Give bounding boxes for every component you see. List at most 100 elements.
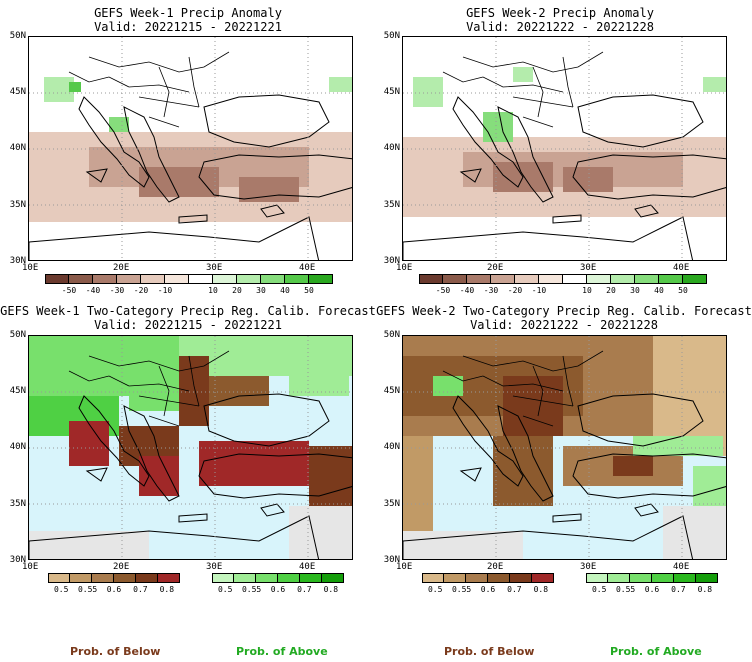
colorbar-tick-label: 0.6: [270, 585, 286, 594]
country-border: [532, 365, 544, 417]
coastline: [403, 515, 694, 559]
colorbar-tick-label: 0.55: [451, 585, 472, 594]
colorbar-tick-label: 10: [582, 286, 592, 295]
colorbar-tick-label: 40: [654, 286, 664, 295]
coastline: [203, 393, 330, 447]
panel3-lat-label: 30N: [9, 555, 26, 565]
panel3-prob-below-label: Prob. of Below: [70, 645, 161, 658]
colorbar-swatch: [48, 573, 70, 583]
anomaly-shading: [663, 506, 726, 559]
colorbar-swatch: [285, 274, 309, 284]
panel4-above-colorbar: [586, 573, 718, 583]
country-border: [68, 370, 110, 382]
colorbar-swatch: [419, 274, 443, 284]
panel3-valid-text: Valid: 20221215 - 20221221: [94, 318, 282, 332]
colorbar-swatch: [136, 573, 158, 583]
colorbar-tick-label: 0.8: [533, 585, 549, 594]
panel2-title-text: GEFS Week-2 Precip Anomaly: [466, 6, 654, 20]
country-border: [148, 415, 180, 427]
panel4-lat-label: 45N: [383, 386, 400, 396]
colorbar-tick-label: 0.7: [297, 585, 312, 594]
panel4-map[interactable]: [402, 335, 727, 560]
country-border: [442, 71, 484, 83]
panel3-lon-label: 40E: [299, 562, 316, 572]
panel2-lat-label: 40N: [383, 143, 400, 153]
coastline: [85, 168, 108, 183]
coastline: [452, 96, 524, 188]
country-border: [482, 76, 564, 93]
colorbar-tick-label: 0.8: [697, 585, 713, 594]
coastline: [459, 168, 482, 183]
colorbar-tick-label: 0.6: [644, 585, 660, 594]
country-border: [88, 51, 230, 73]
country-border: [158, 66, 170, 118]
panel4-prob-above-label: Prob. of Above: [610, 645, 702, 658]
colorbar-swatch: [586, 573, 608, 583]
panel2-valid-text: Valid: 20221222 - 20221228: [466, 20, 654, 34]
colorbar-swatch: [674, 573, 696, 583]
panel4-title-text: GEFS Week-2 Two-Category Precip Reg. Cal…: [376, 304, 752, 318]
colorbar-tick-label: 0.7: [507, 585, 522, 594]
colorbar-swatch: [587, 274, 611, 284]
anomaly-shading: [433, 376, 463, 396]
colorbar-swatch: [659, 274, 683, 284]
panel1-map[interactable]: [28, 36, 353, 261]
coastline: [203, 94, 330, 148]
anomaly-shading: [403, 436, 433, 536]
colorbar-tick-label: 0.5: [591, 585, 607, 594]
colorbar-swatch: [158, 573, 180, 583]
anomaly-shading: [613, 456, 653, 476]
colorbar-tick-label: 50: [678, 286, 688, 295]
colorbar-swatch: [309, 274, 333, 284]
colorbar-swatch: [213, 274, 237, 284]
colorbar-tick-label: -30: [483, 286, 499, 295]
colorbar-swatch: [611, 274, 635, 284]
panel3-map[interactable]: [28, 335, 353, 560]
colorbar-tick-label: 0.8: [323, 585, 339, 594]
panel1-anomaly-colorbar: [45, 274, 333, 284]
panel2-lon-label: 30E: [580, 263, 597, 273]
panel1-lat-label: 30N: [9, 256, 26, 266]
map2-canvas: [403, 37, 726, 260]
colorbar-swatch: [532, 573, 554, 583]
colorbar-swatch: [635, 274, 659, 284]
coastline: [552, 513, 582, 523]
panel2-lon-label: 40E: [673, 263, 690, 273]
colorbar-tick-label: 40: [280, 286, 290, 295]
coastline: [198, 453, 352, 499]
colorbar-swatch: [117, 274, 141, 284]
panel2-lon-label: 10E: [396, 263, 413, 273]
colorbar-swatch: [444, 573, 466, 583]
anomaly-shading: [239, 177, 299, 202]
panel2-anomaly-colorbar: [419, 274, 707, 284]
colorbar-swatch: [141, 274, 165, 284]
colorbar-tick-label: 30: [630, 286, 640, 295]
colorbar-tick-label: 0.6: [106, 585, 122, 594]
colorbar-tick-label: -40: [459, 286, 475, 295]
colorbar-swatch: [539, 274, 563, 284]
coastline: [78, 395, 150, 487]
colorbar-swatch: [322, 573, 344, 583]
anomaly-shading: [109, 117, 129, 132]
coastline: [403, 216, 694, 260]
colorbar-tick-label: 0.7: [133, 585, 148, 594]
colorbar-tick-label: -10: [531, 286, 547, 295]
country-border: [562, 56, 574, 108]
colorbar-tick-label: 0.7: [671, 585, 686, 594]
colorbar-swatch: [443, 274, 467, 284]
panel2-map[interactable]: [402, 36, 727, 261]
panel4-lon-label: 40E: [673, 562, 690, 572]
map4-canvas: [403, 336, 726, 559]
colorbar-tick-label: -20: [507, 286, 523, 295]
colorbar-tick-label: 30: [256, 286, 266, 295]
colorbar-swatch: [45, 274, 69, 284]
coastline: [78, 96, 150, 188]
colorbar-swatch: [300, 573, 322, 583]
coastline: [577, 393, 704, 447]
colorbar-swatch: [683, 274, 707, 284]
colorbar-tick-label: 0.55: [241, 585, 262, 594]
colorbar-tick-label: 0.8: [159, 585, 175, 594]
anomaly-shading: [329, 77, 352, 92]
anomaly-shading: [703, 77, 726, 92]
panel4-lat-label: 30N: [383, 555, 400, 565]
